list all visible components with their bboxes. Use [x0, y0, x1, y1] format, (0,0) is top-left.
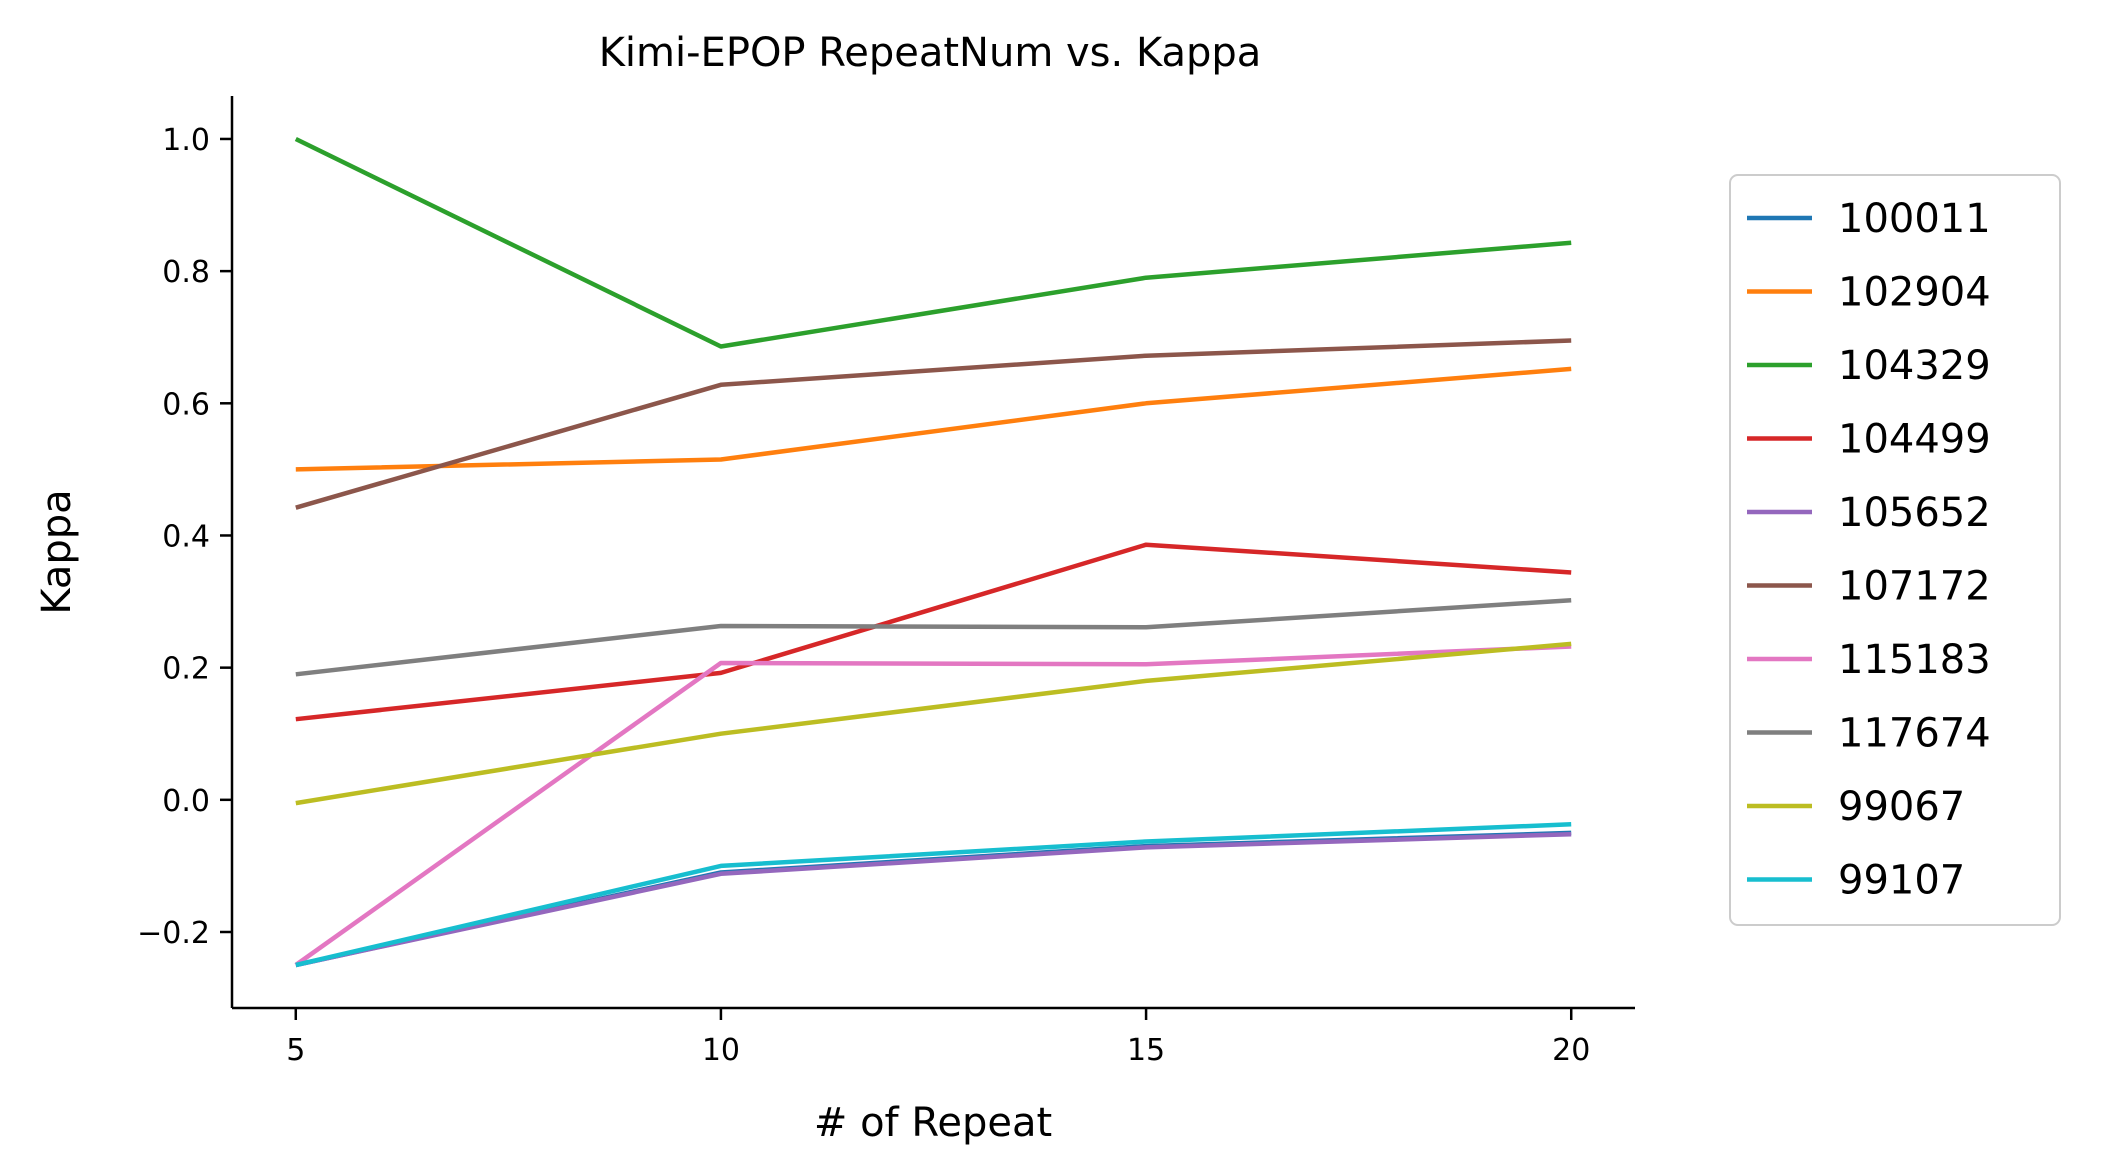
series-line-104329 [294, 136, 1572, 349]
x-tick-label: 10 [702, 1033, 740, 1068]
series-line-105652 [295, 831, 1572, 968]
legend-item-104499: 104499 [1747, 417, 1991, 463]
y-tick-label: 0.8 [162, 255, 210, 290]
series-line-99107 [295, 822, 1572, 968]
legend-item-107172: 107172 [1747, 564, 1991, 610]
legend-label: 99107 [1838, 858, 1965, 904]
series-line-115183 [294, 644, 1572, 967]
x-tick-label: 20 [1552, 1033, 1590, 1068]
legend-item-99107: 99107 [1747, 858, 1965, 904]
x-axis-title: # of Repeat [814, 1100, 1052, 1146]
legend-item-102904: 102904 [1747, 270, 1991, 316]
y-axis-ticks: −0.2 0.0 0.2 0.4 0.6 0.8 1.0 [137, 123, 232, 951]
series-line-117674 [295, 597, 1572, 677]
legend-label: 107172 [1838, 564, 1991, 610]
plot-lines [294, 136, 1572, 968]
chart-title: Kimi-EPOP RepeatNum vs. Kappa [599, 30, 1262, 76]
legend-label: 99067 [1838, 784, 1965, 830]
y-tick-label: 0.6 [162, 387, 210, 422]
legend-item-104329: 104329 [1747, 343, 1991, 389]
series-line-99067 [295, 641, 1572, 806]
legend-item-105652: 105652 [1747, 490, 1991, 536]
x-tick-label: 15 [1127, 1033, 1165, 1068]
legend-label: 105652 [1838, 490, 1991, 536]
legend-label: 117674 [1838, 711, 1991, 757]
series-line-102904 [295, 366, 1572, 472]
y-tick-label: −0.2 [137, 916, 210, 951]
legend-item-99067: 99067 [1747, 784, 1965, 830]
legend-label: 104499 [1838, 417, 1991, 463]
y-tick-label: 1.0 [162, 123, 210, 158]
legend-label: 115183 [1838, 637, 1991, 683]
x-tick-label: 5 [286, 1033, 305, 1068]
legend-label: 104329 [1838, 343, 1991, 389]
series-line-107172 [295, 338, 1572, 510]
legend-label: 102904 [1838, 270, 1991, 316]
legend-items: 100011 102904 104329 104499 105652 107172 1151… [1747, 196, 1991, 904]
legend-frame [1729, 174, 2061, 926]
legend-label: 100011 [1838, 196, 1991, 242]
y-tick-label: 0.0 [162, 784, 210, 819]
legend-item-115183: 115183 [1747, 637, 1991, 683]
y-axis-title: Kappa [34, 489, 80, 614]
legend-item-100011: 100011 [1747, 196, 1991, 242]
series-line-104499 [295, 542, 1572, 722]
y-tick-label: 0.2 [162, 652, 210, 687]
y-tick-label: 0.4 [162, 519, 210, 554]
legend-item-117674: 117674 [1747, 711, 1991, 757]
x-axis-ticks: 5 10 15 20 [286, 1008, 1590, 1068]
legend: 100011 102904 104329 104499 105652 107172 1151… [1729, 174, 2061, 926]
